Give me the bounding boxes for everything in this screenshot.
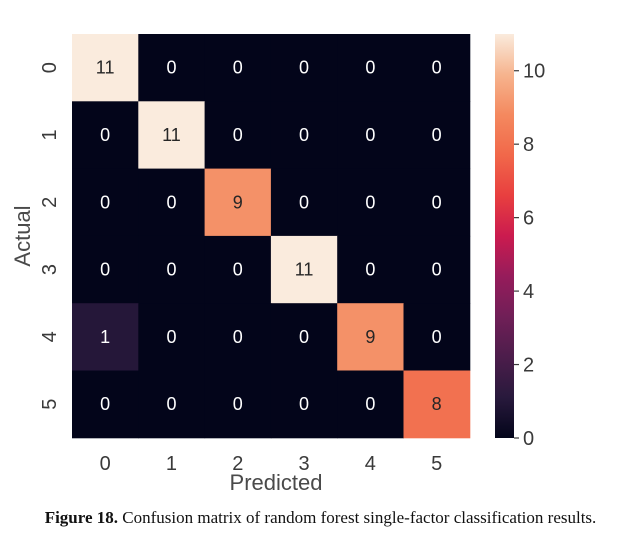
x-tick-label: 4 xyxy=(365,453,376,475)
heatmap-cell xyxy=(270,303,338,371)
x-tick-label: 5 xyxy=(431,453,442,475)
heatmap-cell xyxy=(204,235,272,304)
cell-value-label: 0 xyxy=(299,192,309,212)
heatmap-cell xyxy=(138,168,206,237)
heatmap-cell xyxy=(337,303,404,371)
cell-value-label: 11 xyxy=(96,58,115,78)
cell-value-label: 0 xyxy=(299,394,309,414)
heatmap-cell xyxy=(72,303,139,371)
y-tick-label: 4 xyxy=(39,331,61,342)
heatmap-cell xyxy=(270,101,338,170)
colorbar-tick-label: 8 xyxy=(523,134,534,156)
y-tick-label: 2 xyxy=(39,197,61,208)
heatmap-cell xyxy=(72,235,139,304)
cell-value-label: 0 xyxy=(299,125,309,145)
heatmap-cell xyxy=(403,235,471,304)
cell-value-label: 0 xyxy=(100,260,110,280)
y-tick-label: 0 xyxy=(39,62,61,73)
heatmap-cell xyxy=(204,34,272,102)
cell-value-label: 0 xyxy=(365,192,375,212)
cell-value-label: 0 xyxy=(365,394,375,414)
confusion-matrix-heatmap: 11 0 0 0 0 00 11 0 0 0 00 0 9 0 0 00 0 0 11 0 01 0 0 0 9 00 0 0 0 0 8 … xyxy=(10,34,545,495)
heatmap-cell xyxy=(403,370,471,439)
colorbar-tick-label: 0 xyxy=(523,428,534,450)
cell-value-label: 0 xyxy=(233,327,243,347)
heatmap-cell xyxy=(138,101,206,170)
heatmap-cell xyxy=(72,34,139,102)
heatmap-cell xyxy=(403,101,471,170)
heatmap-cell xyxy=(72,370,139,439)
y-axis-label: Actual xyxy=(10,205,35,266)
heatmap-cell xyxy=(337,34,404,102)
heatmap-cell xyxy=(403,34,471,102)
heatmap-cell xyxy=(403,168,471,237)
heatmap-cell xyxy=(204,303,272,371)
heatmap-cell xyxy=(138,235,206,304)
heatmap-cell xyxy=(270,370,338,439)
cell-value-label: 0 xyxy=(365,58,375,78)
cell-value-label: 0 xyxy=(365,125,375,145)
y-tick-label: 5 xyxy=(39,399,61,410)
x-tick-label: 1 xyxy=(166,453,177,475)
colorbar-tick-label: 6 xyxy=(523,208,534,230)
cell-value-label: 8 xyxy=(432,394,442,414)
cell-value-label: 0 xyxy=(233,394,243,414)
caption-text: Confusion matrix of random forest single… xyxy=(118,508,597,527)
cell-value-label: 11 xyxy=(295,260,314,280)
heatmap-cell xyxy=(270,235,338,304)
cell-value-label: 9 xyxy=(365,327,375,347)
cell-value-label: 0 xyxy=(100,192,110,212)
heatmap-cell xyxy=(403,303,471,371)
x-tick-label: 0 xyxy=(100,453,111,475)
heatmap-cell xyxy=(138,370,206,439)
cell-value-label: 0 xyxy=(299,58,309,78)
x-axis-label: Predicted xyxy=(230,470,323,495)
x-tick-label: 3 xyxy=(298,453,309,475)
caption-label: Figure 18. xyxy=(44,508,119,527)
heatmap-cell xyxy=(270,34,338,102)
cell-value-label: 0 xyxy=(166,394,176,414)
cell-value-label: 0 xyxy=(100,125,110,145)
colorbar-tick-label: 10 xyxy=(523,61,545,83)
heatmap-cell xyxy=(337,168,404,237)
cell-value-label: 0 xyxy=(233,125,243,145)
cell-value-label: 0 xyxy=(365,260,375,280)
cell-value-label: 0 xyxy=(166,260,176,280)
colorbar xyxy=(495,34,514,438)
cell-value-label: 9 xyxy=(233,192,243,212)
heatmap-cell xyxy=(204,168,272,237)
cell-value-label: 11 xyxy=(162,125,181,145)
cell-value-label: 0 xyxy=(432,327,442,347)
heatmap-cell xyxy=(138,303,206,371)
heatmap-cell xyxy=(337,101,404,170)
heatmap-cell xyxy=(204,101,272,170)
cell-value-label: 0 xyxy=(299,327,309,347)
cell-value-label: 0 xyxy=(432,125,442,145)
heatmap-cell xyxy=(270,168,338,237)
cell-value-label: 0 xyxy=(432,260,442,280)
heatmap-cell xyxy=(337,235,404,304)
colorbar-tick-label: 4 xyxy=(523,281,534,303)
x-tick-label: 2 xyxy=(232,453,243,475)
figure-caption: Figure 18. Confusion matrix of random fo… xyxy=(0,508,641,528)
heatmap-cell xyxy=(138,34,206,102)
cell-value-label: 0 xyxy=(432,58,442,78)
colorbar-tick-label: 2 xyxy=(523,355,534,377)
cell-value-label: 0 xyxy=(233,260,243,280)
cell-value-label: 0 xyxy=(166,58,176,78)
heatmap-cell xyxy=(204,370,272,439)
cell-value-label: 0 xyxy=(166,192,176,212)
heatmap-cell xyxy=(337,370,404,439)
cell-value-label: 0 xyxy=(233,58,243,78)
y-tick-label: 1 xyxy=(39,129,61,140)
y-tick-label: 3 xyxy=(39,264,61,275)
heatmap-cell xyxy=(72,168,139,237)
cell-value-label: 0 xyxy=(166,327,176,347)
cell-value-label: 1 xyxy=(100,327,110,347)
cell-value-label: 0 xyxy=(100,394,110,414)
cell-value-label: 0 xyxy=(432,192,442,212)
heatmap-cell xyxy=(72,101,139,170)
